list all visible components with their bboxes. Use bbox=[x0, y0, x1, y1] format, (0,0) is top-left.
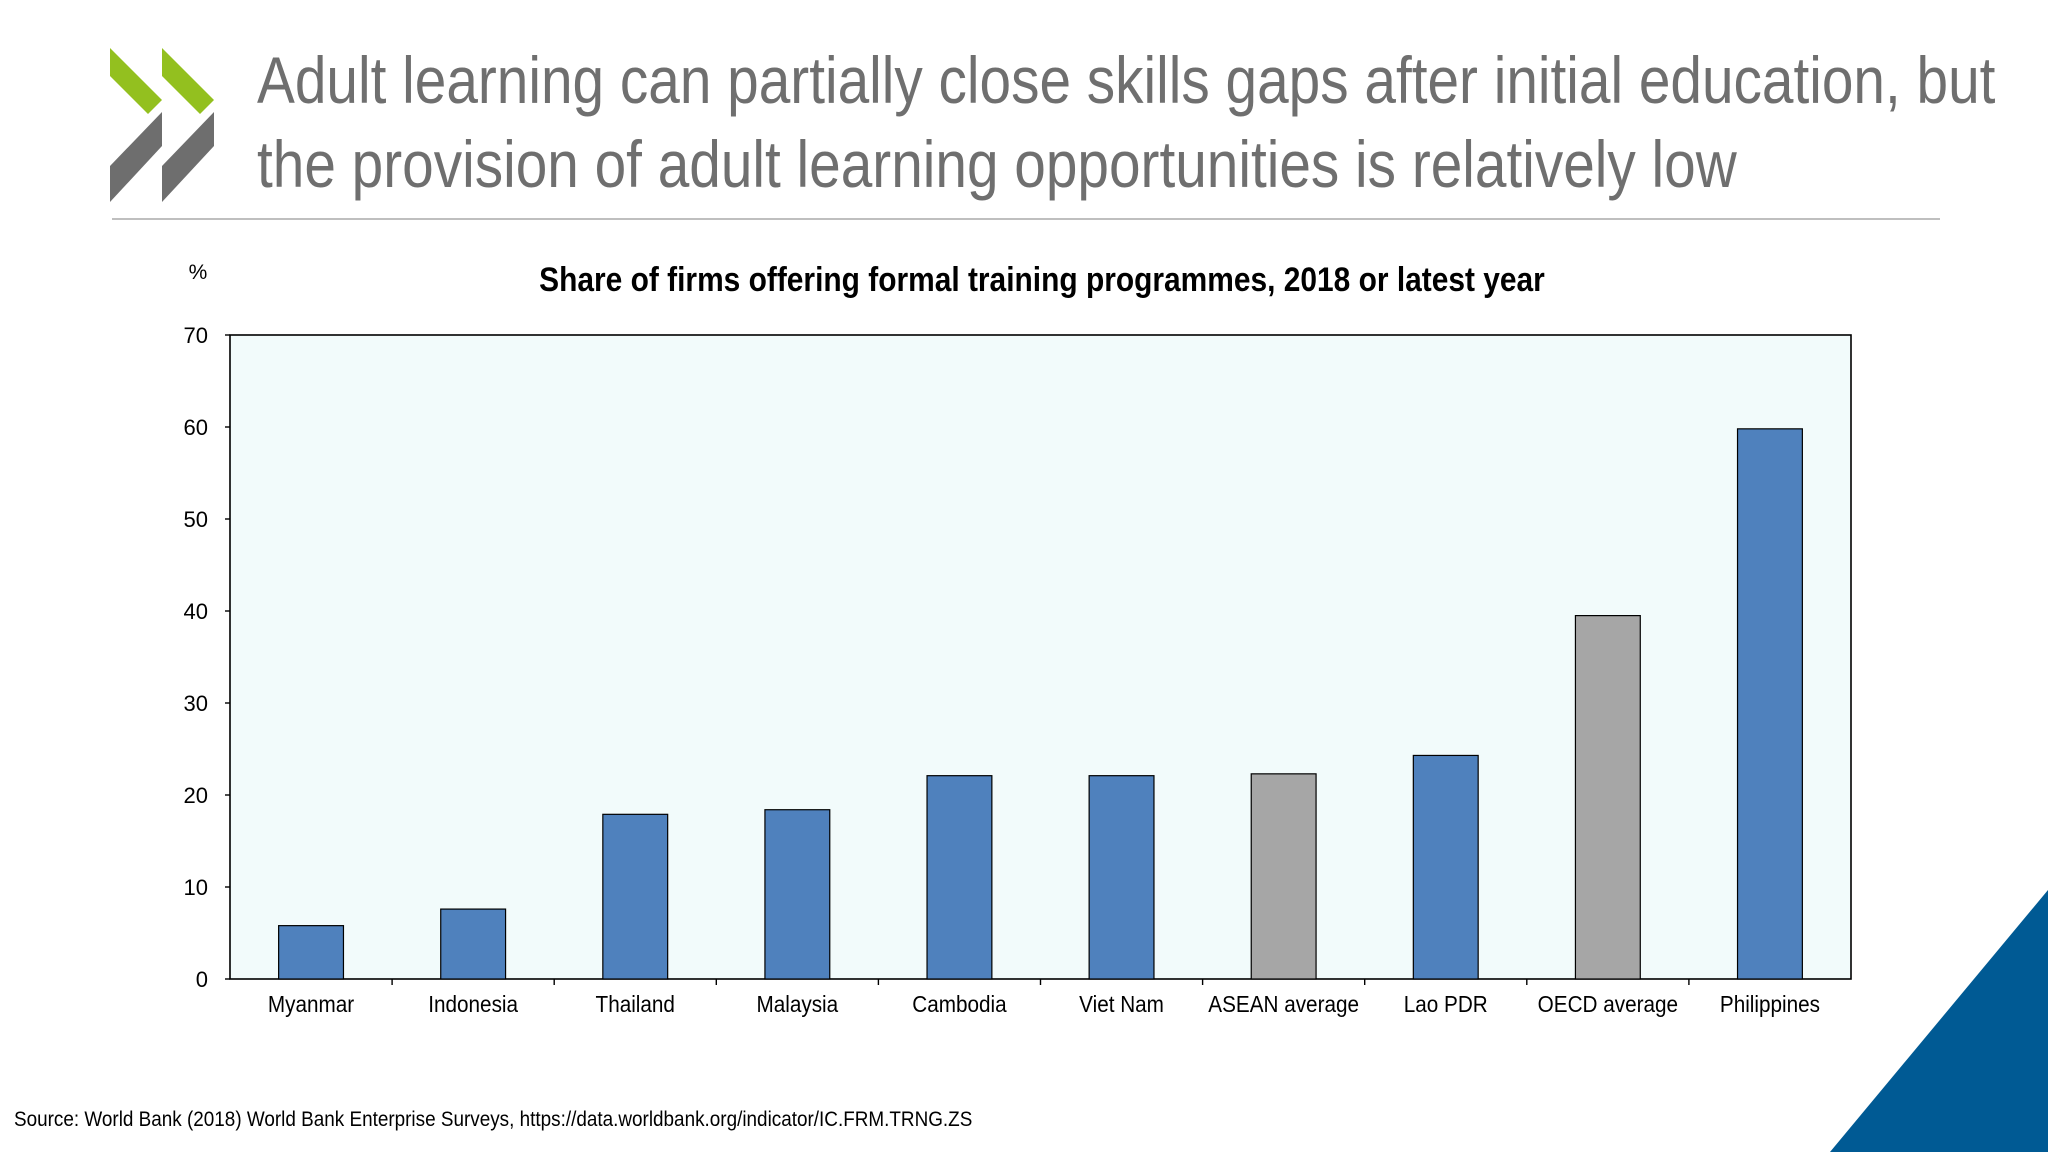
source-note: Source: World Bank (2018) World Bank Ent… bbox=[14, 1108, 973, 1131]
y-axis: 0 10 20 30 40 50 60 70 bbox=[184, 323, 230, 992]
bar-philippines bbox=[1736, 428, 1803, 980]
logo-right-chevron-top bbox=[162, 48, 214, 114]
y-tick-label: 0 bbox=[196, 967, 208, 992]
x-tick-label: ASEAN average bbox=[1208, 991, 1359, 1017]
logo-left-chevron-top bbox=[110, 48, 162, 114]
y-tick-label: 70 bbox=[184, 323, 208, 348]
bar-thailand bbox=[602, 813, 669, 980]
x-tick-label: Indonesia bbox=[428, 991, 519, 1017]
y-tick-label: 60 bbox=[184, 415, 208, 440]
bar-viet-nam bbox=[1088, 775, 1155, 980]
logo-left-chevron-bottom bbox=[110, 112, 162, 202]
slide-title: Adult learning can partially close skill… bbox=[257, 38, 1995, 206]
slide-title-line-2: the provision of adult learning opportun… bbox=[257, 127, 1737, 201]
bar-myanmar bbox=[278, 925, 345, 980]
y-tick-label: 10 bbox=[184, 875, 208, 900]
bar-oecd-average bbox=[1574, 615, 1641, 980]
x-tick-label: Cambodia bbox=[912, 991, 1007, 1017]
x-tick-label: OECD average bbox=[1538, 991, 1678, 1017]
bar-asean-average bbox=[1250, 773, 1317, 980]
bar-lao-pdr bbox=[1412, 754, 1479, 980]
slide-title-line-1: Adult learning can partially close skill… bbox=[257, 43, 1996, 117]
x-tick-label: Lao PDR bbox=[1404, 991, 1488, 1017]
x-tick-label: Viet Nam bbox=[1079, 991, 1164, 1017]
y-tick-label: 20 bbox=[184, 783, 208, 808]
oecd-chevron-logo-icon bbox=[110, 48, 214, 202]
x-tick-label: Philippines bbox=[1720, 991, 1820, 1017]
x-tick-label: Myanmar bbox=[268, 991, 354, 1017]
x-axis: Myanmar Indonesia Thailand Malaysia Cambodia… bbox=[268, 979, 1820, 1017]
bar-series bbox=[278, 428, 1803, 980]
bar-cambodia bbox=[926, 775, 993, 980]
bar-indonesia bbox=[440, 908, 507, 980]
x-tick-label: Thailand bbox=[596, 991, 675, 1017]
y-tick-label: 40 bbox=[184, 599, 208, 624]
title-divider bbox=[112, 218, 1940, 220]
corner-triangle-decoration-icon bbox=[1830, 890, 2048, 1152]
y-axis-unit-label: % bbox=[189, 261, 208, 284]
x-tick-label: Malaysia bbox=[757, 991, 839, 1017]
bar-malaysia bbox=[764, 809, 831, 980]
y-tick-label: 50 bbox=[184, 507, 208, 532]
chart-title: Share of firms offering formal training … bbox=[539, 260, 1545, 298]
logo-right-chevron-bottom bbox=[162, 112, 214, 202]
corner-triangle bbox=[1830, 890, 2048, 1152]
bar-chart: Share of firms offering formal training … bbox=[184, 260, 1852, 1017]
y-tick-label: 30 bbox=[184, 691, 208, 716]
